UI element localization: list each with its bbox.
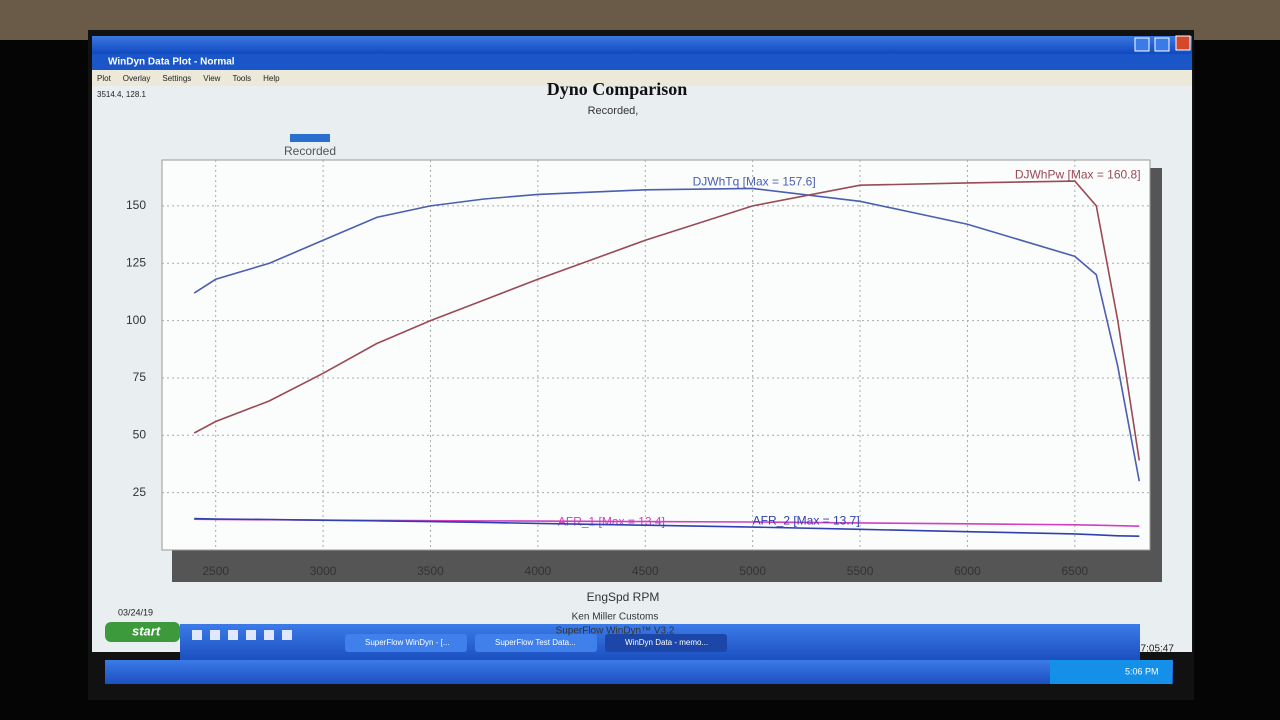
title-bar — [92, 36, 1192, 54]
chart-subtitle: Recorded, — [588, 105, 639, 117]
task-label: WinDyn Data - memo... — [625, 638, 708, 647]
series-line — [194, 517, 1140, 538]
x-tick-label: 6500 — [1061, 564, 1088, 578]
minimize-button[interactable] — [1134, 37, 1150, 52]
quick-launch-icon — [192, 630, 202, 640]
start-button[interactable] — [105, 622, 180, 642]
clock: 5:06 PM — [1125, 666, 1159, 676]
menu-item[interactable]: View — [203, 74, 220, 83]
series-label: DJWhPw [Max = 160.8] — [1015, 167, 1141, 181]
close-button[interactable] — [1175, 35, 1191, 51]
task-button[interactable] — [475, 634, 597, 652]
series-label: AFR_1 [Max = 13.4] — [558, 514, 665, 528]
series-line — [193, 180, 1141, 461]
x-tick-label: 5000 — [739, 564, 766, 578]
footer-text: SuperFlow WinDyn™ V3.2 — [556, 626, 675, 637]
x-tick-label: 3500 — [417, 564, 444, 578]
maximize-button[interactable] — [1154, 37, 1170, 52]
menu-bar — [92, 70, 1192, 86]
quick-launch-icon — [210, 630, 220, 640]
taskbar — [105, 660, 1173, 684]
task-label: SuperFlow WinDyn - [... — [365, 638, 449, 647]
menu-item[interactable]: Overlay — [123, 74, 151, 83]
date: 03/24/19 — [118, 607, 153, 617]
series-line — [193, 187, 1141, 482]
menu-item[interactable]: Settings — [162, 74, 191, 83]
menu-item[interactable]: Help — [263, 74, 280, 83]
x-axis-label: EngSpd RPM — [587, 590, 660, 604]
window-title: WinDyn Data Plot - Normal — [108, 57, 235, 68]
y-tick-label: 75 — [133, 370, 147, 384]
menu-item[interactable]: Tools — [232, 74, 251, 83]
plot-area — [161, 159, 1151, 551]
y-tick-label: 150 — [126, 198, 146, 212]
x-tick-label: 4500 — [632, 564, 659, 578]
x-tick-label: 3000 — [310, 564, 337, 578]
series-label: DJWhTq [Max = 157.6] — [693, 175, 816, 189]
y-tick-label: 125 — [126, 255, 146, 269]
task-label: SuperFlow Test Data... — [495, 638, 576, 647]
start-label: start — [132, 623, 161, 638]
time: 17:05:47 — [1135, 644, 1174, 655]
y-tick-label: 50 — [133, 427, 147, 441]
title-strip — [92, 54, 1192, 70]
task-button[interactable] — [345, 634, 467, 652]
legend-swatch — [290, 134, 330, 142]
x-tick-label: 6000 — [954, 564, 981, 578]
x-tick-label: 4000 — [525, 564, 552, 578]
quick-launch-icon — [282, 630, 292, 640]
chart-title: Dyno Comparison — [547, 79, 688, 99]
y-tick-label: 25 — [133, 485, 147, 499]
series-label: AFR_2 [Max = 13.7] — [753, 514, 860, 528]
task-button[interactable] — [605, 634, 727, 652]
x-tick-label: 5500 — [847, 564, 874, 578]
cursor-readout: 3514.4, 128.1 — [97, 90, 146, 99]
quick-launch-icon — [264, 630, 274, 640]
y-tick-label: 100 — [126, 313, 146, 327]
quick-launch-icon — [228, 630, 238, 640]
menu-item[interactable]: Plot — [97, 74, 112, 83]
tray — [1050, 660, 1172, 684]
x-tick-label: 2500 — [202, 564, 229, 578]
legend-label: Recorded — [284, 144, 336, 158]
footer-text: Ken Miller Customs — [572, 612, 659, 623]
quick-launch-icon — [246, 630, 256, 640]
